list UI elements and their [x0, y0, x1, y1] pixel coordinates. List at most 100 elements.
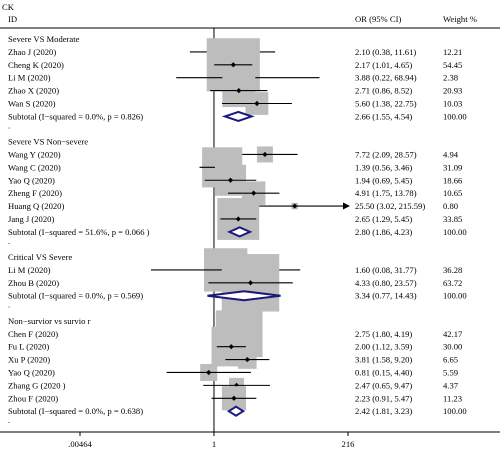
study-label: Zhao X (2020) — [8, 86, 59, 96]
point-estimate — [235, 216, 241, 222]
study-weight: 54.45 — [443, 60, 462, 70]
group-separator-dot: . — [8, 236, 10, 246]
point-estimate — [227, 177, 234, 183]
study-label: Zhao J (2020) — [8, 47, 56, 57]
study-weight: 4.37 — [443, 380, 459, 390]
subtotal-weight: 100.00 — [443, 406, 467, 416]
study-or-ci: 1.60 (0.08, 31.77) — [355, 265, 417, 275]
study-label: Zheng F (2020) — [8, 188, 62, 198]
study-label: Li M (2020) — [8, 73, 51, 83]
group-separator-dot: . — [8, 300, 10, 310]
study-weight: 10.03 — [443, 99, 462, 109]
subtotal-or-ci: 3.34 (0.77, 14.43) — [355, 291, 417, 301]
study-weight: 30.00 — [443, 342, 462, 352]
subtotal-weight: 100.00 — [443, 227, 467, 237]
study-or-ci: 2.47 (0.65, 9.47) — [355, 380, 412, 390]
point-estimate — [244, 356, 250, 363]
study-or-ci: 3.81 (1.58, 9.20) — [355, 355, 412, 365]
study-or-ci: 2.23 (0.91, 5.47) — [355, 393, 412, 403]
point-estimate — [292, 203, 298, 209]
study-label: Fu L (2020) — [8, 342, 49, 352]
x-axis: .00464 1 216 — [68, 432, 355, 449]
study-or-ci: 2.17 (1.01, 4.65) — [355, 60, 412, 70]
id-column-header: ID — [8, 14, 17, 24]
study-or-ci: 2.10 (0.38, 11.61) — [355, 47, 416, 57]
subtotal-diamond — [226, 226, 253, 238]
study-or-ci: 1.94 (0.69, 5.45) — [355, 175, 412, 185]
subtotal-diamond — [226, 405, 246, 417]
axis-tick-label: 216 — [342, 439, 356, 449]
study-weight: 5.59 — [443, 367, 458, 377]
study-or-ci: 5.60 (1.38, 22.75) — [355, 99, 417, 109]
group-title: Critical VS Severe — [8, 252, 72, 262]
subtotal-label: Subtotal (I−squared = 51.6%, p = 0.066 ) — [8, 227, 150, 237]
study-or-ci: 2.65 (1.29, 5.45) — [355, 214, 412, 224]
or-column-header: OR (95% CI) — [355, 14, 401, 24]
point-estimate — [236, 88, 242, 94]
point-estimate — [206, 369, 212, 376]
study-or-ci: 4.91 (1.75, 13.78) — [355, 188, 417, 198]
forest-rows: Severe VS Moderate Zhao J (2020) 2.10 (0.3… — [8, 28, 467, 432]
study-weight: 6.65 — [443, 355, 458, 365]
group-title: Non−survior vs survio r — [8, 316, 91, 326]
ci-arrow — [343, 202, 350, 210]
study-or-ci: 0.81 (0.15, 4.40) — [355, 367, 412, 377]
study-or-ci: 2.75 (1.80, 4.19) — [355, 329, 412, 339]
study-or-ci: 25.50 (3.02, 215.59) — [355, 201, 425, 211]
study-label: Yao Q (2020) — [8, 175, 55, 185]
subtotal-diamond — [207, 290, 281, 302]
study-label: Huang Q (2020) — [8, 201, 64, 211]
study-or-ci: 1.39 (0.56, 3.46) — [355, 162, 412, 172]
study-label: Wang C (2020) — [8, 162, 61, 172]
study-label: Zhou B (2020) — [8, 278, 59, 288]
point-estimate — [233, 382, 240, 388]
study-label: Li M (2020) — [8, 265, 51, 275]
study-weight: 10.65 — [443, 188, 462, 198]
point-estimate — [251, 190, 257, 196]
subtotal-diamond — [221, 110, 255, 122]
study-weight: 0.80 — [443, 201, 458, 211]
group-title: Severe VS Moderate — [8, 34, 80, 44]
point-estimate — [230, 62, 236, 68]
subtotal-weight: 100.00 — [443, 291, 467, 301]
study-or-ci: 7.72 (2.09, 28.57) — [355, 149, 417, 159]
study-label: Cheng K (2020) — [8, 60, 64, 70]
study-weight: 11.23 — [443, 393, 462, 403]
study-or-ci: 2.71 (0.86, 8.52) — [355, 86, 412, 96]
plot-title: CK — [2, 2, 15, 12]
study-weight: 12.21 — [443, 47, 462, 57]
axis-tick-label: .00464 — [68, 439, 92, 449]
axis-tick-label: 1 — [212, 439, 216, 449]
study-weight: 31.09 — [443, 162, 462, 172]
group-separator-dot: . — [8, 415, 10, 425]
study-weight: 18.66 — [443, 175, 463, 185]
subtotal-or-ci: 2.42 (1.81, 3.23) — [355, 406, 412, 416]
study-or-ci: 3.88 (0.22, 68.94) — [355, 73, 417, 83]
study-or-ci: 2.00 (1.12, 3.59) — [355, 342, 412, 352]
study-label: Jang J (2020) — [8, 214, 54, 224]
point-estimate — [262, 151, 268, 158]
study-label: Yao Q (2020) — [8, 367, 55, 377]
point-estimate — [231, 395, 237, 401]
study-weight: 42.17 — [443, 329, 463, 339]
subtotal-label: Subtotal (I−squared = 0.0%, p = 0.638) — [8, 406, 143, 416]
weight-column-header: Weight % — [443, 14, 477, 24]
point-estimate — [247, 280, 254, 286]
study-weight: 63.72 — [443, 278, 462, 288]
subtotal-or-ci: 2.80 (1.86, 4.23) — [355, 227, 412, 237]
subtotal-label: Subtotal (I−squared = 0.0%, p = 0.826) — [8, 111, 143, 121]
point-estimate — [254, 100, 260, 107]
subtotal-label: Subtotal (I−squared = 0.0%, p = 0.569) — [8, 291, 143, 301]
study-weight: 36.28 — [443, 265, 462, 275]
study-weight: 2.38 — [443, 73, 458, 83]
group-title: Severe VS Non−severe — [8, 137, 88, 147]
group-separator-dot: . — [8, 120, 10, 130]
point-estimate — [228, 344, 234, 350]
study-or-ci: 4.33 (0.80, 23.57) — [355, 278, 417, 288]
study-weight: 4.94 — [443, 149, 459, 159]
study-label: Zhang G (2020 ) — [8, 380, 66, 390]
study-weight: 20.93 — [443, 86, 462, 96]
study-label: Wang Y (2020) — [8, 149, 61, 159]
study-label: Xu P (2020) — [8, 355, 50, 365]
